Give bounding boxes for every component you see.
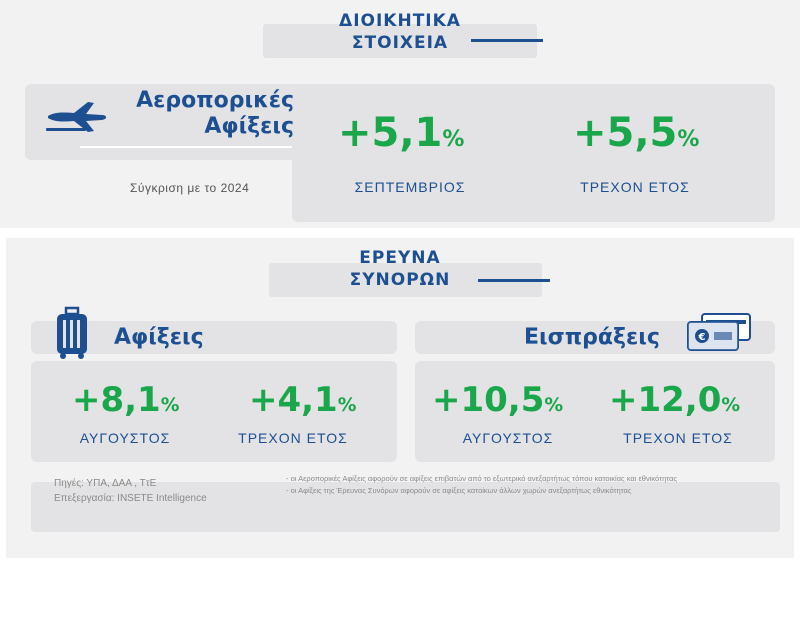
admin-stat-unit: % bbox=[677, 127, 700, 152]
euro-cards-icon: € bbox=[687, 313, 751, 351]
arrivals-stat-number: +4,1 bbox=[249, 380, 338, 420]
arrivals-stat-label: ΑΥΓΟΥΣΤΟΣ bbox=[79, 430, 171, 446]
arrivals-stats-card bbox=[31, 361, 397, 462]
footer-note-2: - οι Αφίξεις της Έρευνας Συνόρων αφορούν… bbox=[286, 486, 632, 495]
admin-stat-number: +5,1 bbox=[338, 110, 443, 156]
receipts-heading: Εισπράξεις bbox=[524, 325, 660, 350]
admin-stat-value: +5,1% bbox=[338, 110, 464, 156]
suitcase-icon bbox=[57, 306, 87, 359]
admin-stat-value: +5,5% bbox=[573, 110, 699, 156]
admin-stat-unit: % bbox=[442, 127, 465, 152]
admin-stat-label: ΤΡΕΧΟΝ ΕΤΟΣ bbox=[580, 179, 690, 195]
receipts-stat-unit: % bbox=[544, 395, 564, 416]
receipts-stat-number: +10,5 bbox=[432, 380, 545, 420]
svg-text:€: € bbox=[698, 332, 706, 343]
arrivals-header-card bbox=[31, 321, 397, 354]
footer-sources: Πηγές: ΥΠΑ, ΔΑΑ , ΤτΕ bbox=[54, 478, 157, 489]
admin-title-rule bbox=[471, 39, 543, 42]
admin-title-line1: ΔΙΟΙΚΗΤΙΚΑ bbox=[339, 11, 461, 31]
airplane-icon bbox=[46, 102, 107, 132]
receipts-stats-card bbox=[415, 361, 775, 462]
receipts-stat-label: ΑΥΓΟΥΣΤΟΣ bbox=[462, 430, 554, 446]
receipts-stat-value: +10,5% bbox=[432, 380, 563, 420]
receipts-stat-label: ΤΡΕΧΟΝ ΕΤΟΣ bbox=[623, 430, 733, 446]
receipts-stat-number: +12,0 bbox=[609, 380, 722, 420]
admin-stat-number: +5,5 bbox=[573, 110, 678, 156]
arrivals-stat-unit: % bbox=[337, 395, 357, 416]
survey-title-line1: ΕΡΕΥΝΑ bbox=[359, 248, 441, 268]
receipts-stat-unit: % bbox=[721, 395, 741, 416]
survey-title: ΕΡΕΥΝΑ ΣΥΝΟΡΩΝ bbox=[300, 247, 500, 291]
arrivals-stat-number: +8,1 bbox=[72, 380, 161, 420]
arrivals-stat-value: +8,1% bbox=[72, 380, 179, 420]
footer-processing: Επεξεργασία: INSETE Intelligence bbox=[54, 493, 207, 504]
admin-heading-line1: Αεροπορικές bbox=[136, 88, 294, 113]
admin-heading-underline bbox=[80, 146, 292, 148]
admin-heading: Αεροπορικές Αφίξεις bbox=[110, 88, 294, 140]
admin-title: ΔΙΟΙΚΗΤΙΚΑ ΣΤΟΙΧΕΙΑ bbox=[290, 10, 510, 54]
receipts-stat-value: +12,0% bbox=[609, 380, 740, 420]
admin-heading-line2: Αφίξεις bbox=[204, 114, 294, 139]
admin-stats-card bbox=[292, 84, 775, 222]
footer-note-1: - οι Αεροπορικές Αφίξεις αφορούν σε αφίξ… bbox=[286, 474, 678, 483]
arrivals-stat-unit: % bbox=[160, 395, 180, 416]
comparison-note: Σύγκριση με το 2024 bbox=[130, 181, 250, 195]
arrivals-stat-value: +4,1% bbox=[249, 380, 356, 420]
admin-stat-label: ΣΕΠΤΕΜΒΡΙΟΣ bbox=[354, 179, 466, 195]
arrivals-stat-label: ΤΡΕΧΟΝ ΕΤΟΣ bbox=[238, 430, 348, 446]
arrivals-heading: Αφίξεις bbox=[114, 325, 204, 350]
survey-title-rule bbox=[478, 279, 550, 282]
footer-box bbox=[31, 482, 780, 532]
admin-title-line2: ΣΤΟΙΧΕΙΑ bbox=[351, 33, 449, 53]
survey-title-line2: ΣΥΝΟΡΩΝ bbox=[349, 270, 451, 290]
